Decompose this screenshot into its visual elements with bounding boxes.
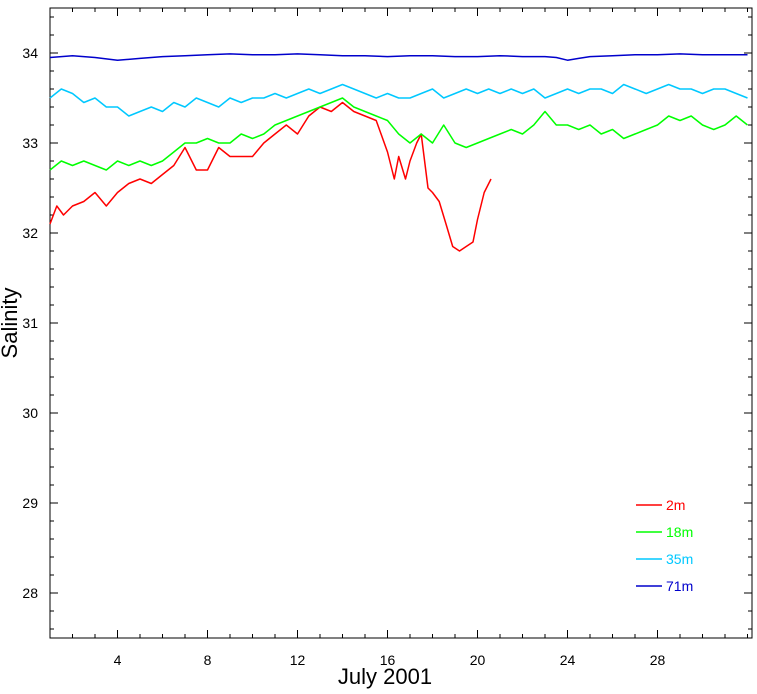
- y-axis-ticks: 28 29 30 31 32 33 34: [22, 16, 752, 630]
- x-tick-label: 20: [470, 652, 486, 668]
- y-axis-label: Salinity: [0, 288, 22, 359]
- y-tick-label: 33: [22, 135, 38, 151]
- legend: 2m 18m 35m 71m: [636, 497, 693, 594]
- y-tick-label: 34: [22, 45, 38, 61]
- plot-frame: [49, 7, 753, 639]
- legend-label-71m: 71m: [666, 578, 693, 594]
- x-axis-ticks: 4 8 12 16 20 24 28: [49, 8, 748, 668]
- x-axis-label: July 2001: [338, 664, 432, 689]
- x-tick-label: 12: [290, 652, 306, 668]
- y-tick-label: 31: [22, 315, 38, 331]
- x-tick-label: 24: [560, 652, 576, 668]
- x-tick-label: 16: [380, 652, 396, 668]
- x-tick-label: 4: [114, 652, 122, 668]
- series-line-18m: [49, 97, 748, 171]
- y-tick-label: 28: [22, 585, 38, 601]
- y-tick-label: 32: [22, 225, 38, 241]
- legend-label-18m: 18m: [666, 524, 693, 540]
- legend-label-2m: 2m: [666, 497, 685, 513]
- y-tick-label: 29: [22, 495, 38, 511]
- legend-label-35m: 35m: [666, 551, 693, 567]
- x-tick-label: 8: [204, 652, 212, 668]
- series-line-35m: [49, 83, 748, 117]
- series-lines: [49, 53, 748, 252]
- series-line-2m: [49, 101, 492, 252]
- y-tick-label: 30: [22, 405, 38, 421]
- series-line-71m: [49, 53, 748, 61]
- x-tick-label: 28: [650, 652, 666, 668]
